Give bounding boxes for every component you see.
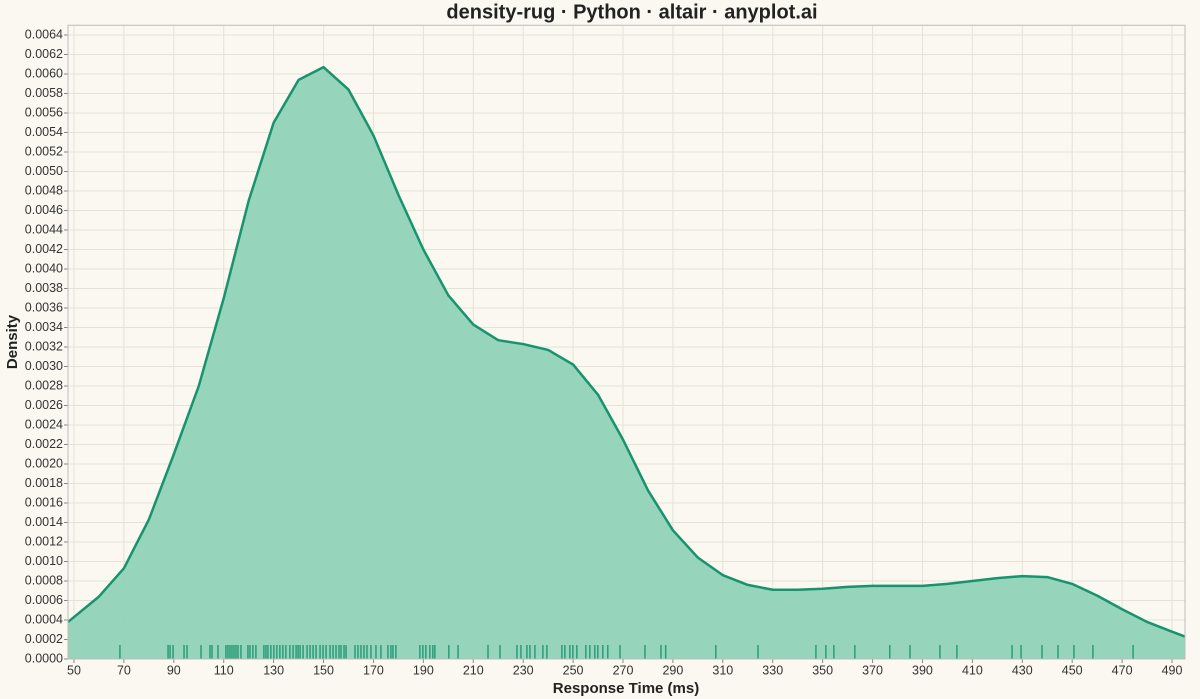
y-tick-label: 0.0046 — [25, 203, 63, 217]
x-tick-label: 470 — [1112, 663, 1133, 677]
y-tick-label: 0.0062 — [25, 47, 63, 61]
x-tick-label: 150 — [313, 663, 334, 677]
y-tick-label: 0.0002 — [25, 632, 63, 646]
x-tick-label: 130 — [263, 663, 284, 677]
x-tick-label: 250 — [563, 663, 584, 677]
y-tick-label: 0.0018 — [25, 476, 63, 490]
y-tick-label: 0.0058 — [25, 86, 63, 100]
x-axis-title: Response Time (ms) — [553, 680, 699, 697]
y-tick-label: 0.0060 — [25, 66, 63, 80]
x-tick-label: 430 — [1012, 663, 1033, 677]
x-tick-label: 110 — [214, 663, 234, 677]
y-tick-label: 0.0024 — [25, 417, 63, 431]
x-tick-label: 190 — [413, 663, 434, 677]
y-tick-label: 0.0030 — [25, 359, 63, 373]
y-tick-label: 0.0064 — [25, 27, 63, 41]
y-tick-label: 0.0022 — [25, 437, 63, 451]
y-tick-label: 0.0042 — [25, 242, 63, 256]
y-tick-label: 0.0014 — [25, 515, 63, 529]
y-tick-label: 0.0012 — [25, 534, 63, 548]
x-tick-label: 350 — [812, 663, 833, 677]
y-tick-label: 0.0050 — [25, 164, 63, 178]
y-tick-label: 0.0004 — [25, 612, 63, 626]
plot-frame — [67, 24, 1186, 660]
y-tick-label: 0.0054 — [25, 125, 63, 139]
y-tick-label: 0.0048 — [25, 183, 63, 197]
x-tick-label: 170 — [363, 663, 384, 677]
y-tick-label: 0.0008 — [25, 573, 63, 587]
y-tick-label: 0.0044 — [25, 222, 63, 236]
y-tick-label: 0.0036 — [25, 300, 63, 314]
chart-title: density-rug · Python · altair · anyplot.… — [446, 1, 817, 23]
y-tick-label: 0.0028 — [25, 378, 63, 392]
y-tick-label: 0.0000 — [25, 651, 63, 665]
y-tick-label: 0.0020 — [25, 456, 63, 470]
x-tick-label: 210 — [463, 663, 484, 677]
x-tick-label: 310 — [712, 663, 733, 677]
x-tick-label: 450 — [1062, 663, 1083, 677]
density-line — [67, 65, 1186, 638]
x-tick-label: 330 — [762, 663, 783, 677]
y-tick-label: 0.0032 — [25, 339, 63, 353]
y-tick-label: 0.0034 — [25, 320, 63, 334]
density-area — [68, 67, 1185, 660]
y-tick-label: 0.0016 — [25, 495, 63, 509]
x-tick-label: 370 — [862, 663, 883, 677]
y-tick-label: 0.0038 — [25, 281, 63, 295]
y-tick-label: 0.0010 — [25, 554, 63, 568]
y-tick-label: 0.0040 — [25, 261, 63, 275]
y-tick-label: 0.0006 — [25, 593, 63, 607]
x-tick-label: 230 — [513, 663, 534, 677]
x-tick-label: 290 — [662, 663, 683, 677]
x-tick-label: 70 — [117, 663, 131, 677]
x-tick-label: 270 — [613, 663, 634, 677]
x-tick-label: 410 — [962, 663, 983, 677]
y-tick-label: 0.0052 — [25, 144, 63, 158]
x-tick-label: 390 — [912, 663, 933, 677]
y-tick-label: 0.0056 — [25, 105, 63, 119]
y-tick-label: 0.0026 — [25, 398, 63, 412]
y-axis-title: Density — [4, 314, 21, 369]
x-tick-label: 490 — [1162, 663, 1183, 677]
x-tick-label: 90 — [167, 663, 181, 677]
x-tick-label: 50 — [67, 663, 81, 677]
